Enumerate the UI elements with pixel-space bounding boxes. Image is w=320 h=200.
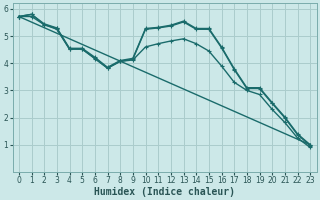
X-axis label: Humidex (Indice chaleur): Humidex (Indice chaleur) [94, 186, 235, 197]
